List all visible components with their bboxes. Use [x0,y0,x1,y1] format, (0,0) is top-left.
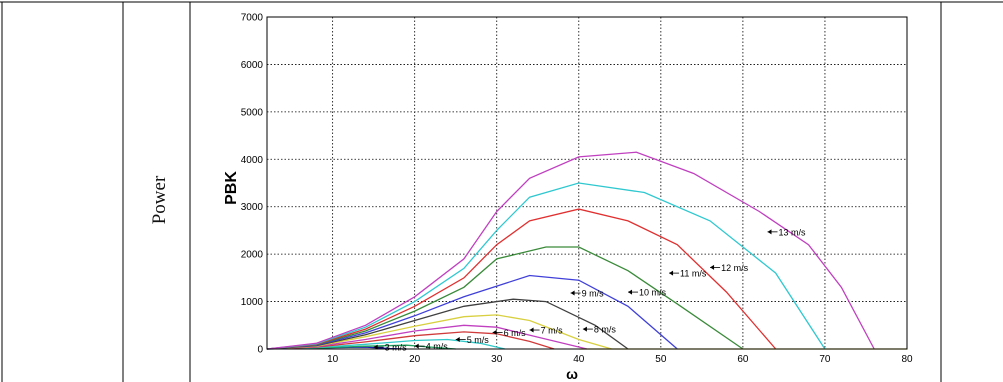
annotation-arrowhead [767,229,772,235]
x-tick-label: 20 [409,354,421,365]
annotation-arrowhead [710,264,715,270]
y-tick-label: 6000 [241,60,264,71]
annotation: 12 m/s [710,263,749,273]
y-axis-label: PBK [223,171,240,205]
x-tick-label: 50 [655,354,667,365]
series-line [266,298,629,350]
x-tick-label: 80 [901,354,913,365]
annotation: 9 m/s [570,289,605,299]
annotation-label: 10 m/s [639,288,667,298]
series-line [266,324,588,350]
annotation-label: 12 m/s [721,263,749,273]
annotation: 10 m/s [628,288,667,298]
annotation-arrowhead [492,329,497,335]
series-line [266,208,777,350]
annotation-label: 7 m/s [541,326,564,336]
annotation: 6 m/s [492,328,527,338]
annotation-label: 5 m/s [467,335,490,345]
plot-frame [266,16,908,350]
series-line [266,331,555,350]
series-line [266,246,744,350]
annotation-arrowhead [570,290,575,296]
annotation-arrowhead [529,327,534,333]
y-tick-label: 4000 [241,155,264,166]
annotation-label: 3 m/s [385,343,408,353]
annotation-label: 11 m/s [680,269,707,279]
annotation: 5 m/s [455,335,490,345]
annotation: 11 m/s [669,269,707,279]
annotation-label: 8 m/s [594,325,617,335]
x-tick-label: 60 [737,354,749,365]
x-tick-label: 70 [819,354,831,365]
y-tick-label: 0 [257,345,263,356]
chart-axes: 10 20 30 40 50 60 70 80 0 1000 2000 3000 4000 5000 600… [241,13,913,366]
y-tick-label: 5000 [241,107,264,118]
x-tick-label: 30 [491,354,503,365]
annotation-arrowhead [582,326,587,332]
annotation: 8 m/s [582,325,617,335]
annotation-arrowhead [455,337,460,343]
annotation-arrowhead [373,344,378,350]
annotation: 13 m/s [767,227,807,237]
annotation: 4 m/s [414,342,449,352]
series-line [266,274,678,350]
series-line [266,182,826,350]
x-axis-label: ω [566,366,578,382]
annotation: 7 m/s [529,326,564,336]
annotation-label: 6 m/s [504,328,527,338]
chart-annotations: 3 m/s 4 m/s 5 m/s 6 m/s 7 m/s 8 m/s 9 m/s 10 m/… [373,227,807,353]
x-tick-label: 10 [327,354,339,365]
y-tick-label: 7000 [241,13,264,24]
y-tick-label: 1000 [241,297,264,308]
x-tick-label: 40 [573,354,585,365]
annotation-arrowhead [669,270,674,276]
annotation-label: 9 m/s [582,289,605,299]
annotation-arrowhead [628,289,633,295]
annotation-arrowhead [414,343,419,349]
series-line [266,314,612,350]
chart-grid [267,17,907,349]
annotation-label: 13 m/s [779,227,807,237]
series-line [266,151,875,350]
chart-series [266,151,907,350]
annotation: 3 m/s [373,343,408,353]
annotation-label: 4 m/s [426,342,449,352]
y-tick-label: 2000 [241,250,264,261]
y-tick-label: 3000 [241,202,264,213]
